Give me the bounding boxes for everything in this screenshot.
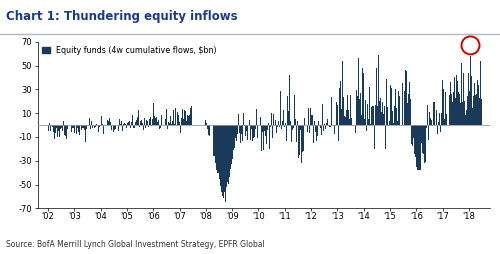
- Text: Source: BofA Merrill Lynch Global Investment Strategy, EPFR Global: Source: BofA Merrill Lynch Global Invest…: [6, 240, 265, 249]
- Text: Chart 1: Thundering equity inflows: Chart 1: Thundering equity inflows: [6, 10, 237, 23]
- Legend: Equity funds (4w cumulative flows, $bn): Equity funds (4w cumulative flows, $bn): [42, 46, 216, 55]
